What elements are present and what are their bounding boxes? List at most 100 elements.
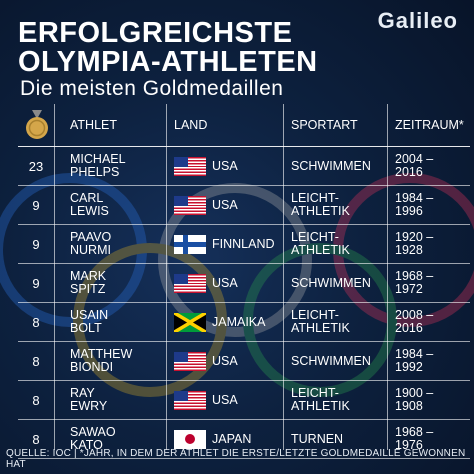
table-row: 8 Usain Bolt Jamaika Leicht-athletik 2008… xyxy=(18,303,470,342)
period-cell: 1984 –1996 xyxy=(395,186,473,224)
gold-count: 8 xyxy=(32,392,40,408)
gold-count: 9 xyxy=(32,275,40,291)
sport-line2: athletik xyxy=(291,321,350,335)
period-cell: 1984 –1992 xyxy=(395,342,473,380)
gold-count: 8 xyxy=(32,314,40,330)
sport-cell: Schwimmen xyxy=(291,147,391,185)
period-cell: 2004 –2016 xyxy=(395,147,473,185)
sport-line2: athletik xyxy=(291,243,350,257)
sport-line1: Schwimmen xyxy=(291,158,371,173)
period-cell: 1968 –1972 xyxy=(395,264,473,302)
flag-usa-icon xyxy=(174,351,206,371)
table-row: 9 Carl Lewis USA Leicht-athletik 1984 –19… xyxy=(18,186,470,225)
sport-cell: Leicht-athletik xyxy=(291,303,391,341)
athlete-last-name: Kato xyxy=(70,438,103,452)
olympic-rings-watermark xyxy=(0,173,474,397)
country-name: Japan xyxy=(212,431,252,446)
sport-cell: Schwimmen xyxy=(291,264,391,302)
country-name: USA xyxy=(212,353,238,368)
period-end: 1908 xyxy=(395,399,423,413)
period-end: 2016 xyxy=(395,321,423,335)
athlete-last-name: Nurmi xyxy=(70,243,111,257)
athletes-table: Athlet Land Sportart Zeitraum* 23 Michae… xyxy=(18,104,470,459)
period-end: 1928 xyxy=(395,243,423,257)
athlete-last-name: Lewis xyxy=(70,204,109,218)
page-title-line2: Olympia-Athleten xyxy=(18,46,318,78)
period-end: 1972 xyxy=(395,282,423,296)
flag-usa-icon xyxy=(174,273,206,293)
header-zeitraum: Zeitraum* xyxy=(395,117,464,132)
period-cell: 1920 –1928 xyxy=(395,225,473,263)
header-athlet: Athlet xyxy=(70,117,117,132)
sport-cell: Leicht-athletik xyxy=(291,186,391,224)
sport-line1: Schwimmen xyxy=(291,275,371,290)
country-name: Jamaika xyxy=(212,314,266,329)
country-name: USA xyxy=(212,158,238,173)
period-end: 1976 xyxy=(395,438,423,452)
athlete-name: Michael Phelps xyxy=(70,147,170,185)
column-divider xyxy=(54,104,55,450)
country-cell: USA xyxy=(174,186,284,224)
country-cell: Jamaika xyxy=(174,303,284,341)
period-start: 1968 – xyxy=(395,269,434,283)
table-row: 8 Sawao Kato Japan Turnen 1968 –1976 xyxy=(18,420,470,459)
period-start: 2004 – xyxy=(395,152,434,166)
period-end: 1996 xyxy=(395,204,423,218)
sport-line2: athletik xyxy=(291,399,350,413)
athlete-name: Sawao Kato xyxy=(70,420,170,458)
table-row: 23 Michael Phelps USA Schwimmen 2004 –201… xyxy=(18,147,470,186)
sport-line1: Leicht- xyxy=(291,386,339,400)
flag-usa-icon xyxy=(174,195,206,215)
period-cell: 2008 –2016 xyxy=(395,303,473,341)
sport-cell: Turnen xyxy=(291,420,391,458)
table-row: 9 Mark Spitz USA Schwimmen 1968 –1972 xyxy=(18,264,470,303)
flag-jam-icon xyxy=(174,312,206,332)
gold-count: 8 xyxy=(32,431,40,447)
column-divider xyxy=(166,104,167,450)
period-start: 1968 – xyxy=(395,425,434,439)
sport-line1: Leicht- xyxy=(291,191,339,205)
athlete-first-name: Carl xyxy=(70,191,104,205)
table-header-row: Athlet Land Sportart Zeitraum* xyxy=(18,104,470,147)
flag-jpn-icon xyxy=(174,429,206,449)
athlete-name: Usain Bolt xyxy=(70,303,170,341)
gold-count: 23 xyxy=(28,158,44,174)
country-cell: USA xyxy=(174,342,284,380)
period-end: 1992 xyxy=(395,360,423,374)
period-cell: 1900 –1908 xyxy=(395,381,473,419)
athlete-name: Carl Lewis xyxy=(70,186,170,224)
athlete-first-name: Sawao xyxy=(70,425,116,439)
country-name: USA xyxy=(212,275,238,290)
table-row: 9 Paavo Nurmi Finnland Leicht-athletik 19… xyxy=(18,225,470,264)
column-divider xyxy=(283,104,284,450)
table-row: 8 Matthew Biondi USA Schwimmen 1984 –1992 xyxy=(18,342,470,381)
page-title-line1: Erfolgreichste xyxy=(18,17,293,49)
athlete-name: Ray Ewry xyxy=(70,381,170,419)
gold-count: 8 xyxy=(32,353,40,369)
column-divider xyxy=(387,104,388,450)
athlete-name: Paavo Nurmi xyxy=(70,225,170,263)
country-cell: Japan xyxy=(174,420,284,458)
athlete-last-name: Ewry xyxy=(70,399,108,413)
header-land: Land xyxy=(174,117,208,132)
gold-medal-icon xyxy=(26,110,48,139)
sport-line2: athletik xyxy=(291,204,350,218)
header-sportart: Sportart xyxy=(291,117,358,132)
athlete-first-name: Paavo xyxy=(70,230,112,244)
athlete-first-name: Usain xyxy=(70,308,109,322)
page-subtitle: Die meisten Goldmedaillen xyxy=(20,77,284,100)
sport-line1: Schwimmen xyxy=(291,353,371,368)
sport-cell: Leicht-athletik xyxy=(291,381,391,419)
athlete-name: Matthew Biondi xyxy=(70,342,170,380)
athlete-last-name: Spitz xyxy=(70,282,106,296)
country-cell: USA xyxy=(174,381,284,419)
athlete-last-name: Bolt xyxy=(70,321,102,335)
country-cell: USA xyxy=(174,264,284,302)
athlete-last-name: Biondi xyxy=(70,360,114,374)
sport-cell: Leicht-athletik xyxy=(291,225,391,263)
period-start: 1920 – xyxy=(395,230,434,244)
athlete-first-name: Ray xyxy=(70,386,95,400)
athlete-name: Mark Spitz xyxy=(70,264,170,302)
flag-fin-icon xyxy=(174,234,206,254)
